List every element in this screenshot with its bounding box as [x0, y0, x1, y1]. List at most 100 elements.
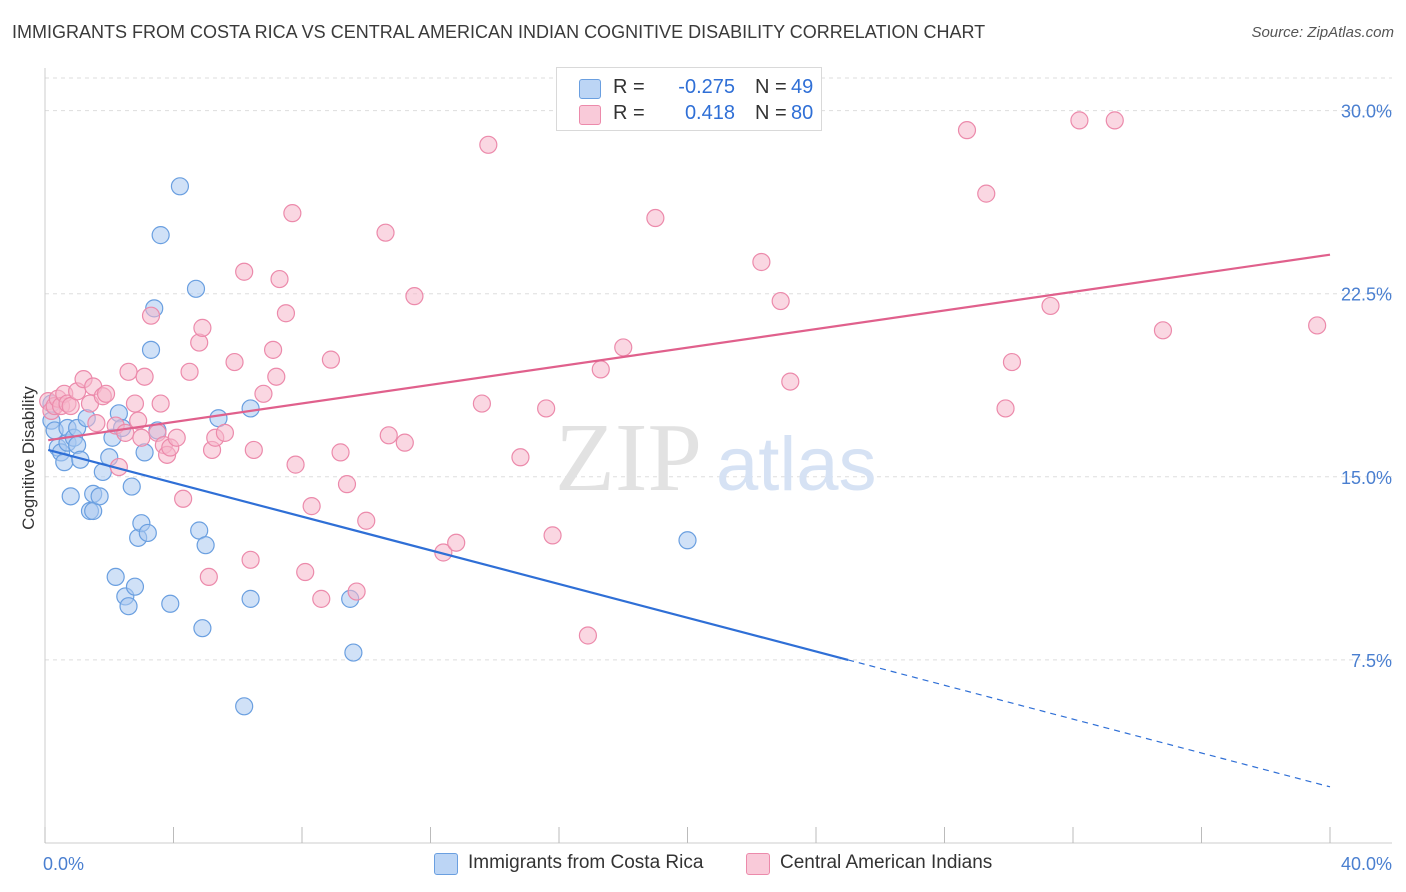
costa-rica-point — [161, 594, 180, 613]
r-value: 0.418 — [684, 102, 735, 124]
pink-swatch-icon — [579, 105, 601, 125]
costa-rica-point — [122, 477, 141, 496]
costa-rica-point — [151, 226, 170, 245]
central-american-indian-point — [174, 489, 193, 508]
central-american-indian-point — [578, 626, 598, 645]
central-american-indian-point — [331, 443, 350, 462]
trend-layer — [47, 253, 1331, 788]
costa-rica-point — [241, 399, 260, 418]
central-american-indian-point — [151, 394, 170, 413]
central-american-indian-point — [752, 252, 771, 272]
central-american-indian-point — [321, 350, 341, 369]
central-american-indian-point — [225, 352, 244, 372]
central-american-indian-point — [357, 511, 376, 530]
axes-layer — [44, 68, 1392, 844]
central-american-indian-point — [646, 208, 665, 228]
costa-rica-trend-line — [47, 448, 849, 661]
correlation-stats-box: R = -0.275 N = 49 R = 0.418 N = 80 — [556, 67, 822, 131]
central-american-indian-point — [996, 399, 1015, 418]
central-american-indian-point — [283, 204, 302, 223]
costa-rica-point — [125, 577, 145, 596]
costa-rica-point — [68, 435, 87, 455]
central-american-indian-point — [276, 304, 296, 323]
costa-rica-point — [106, 567, 125, 587]
costa-rica-point — [141, 340, 161, 359]
costa-rica-point — [193, 619, 212, 638]
central-american-indian-point — [479, 135, 498, 154]
central-american-indian-point — [129, 411, 148, 430]
n-value: 49 — [791, 76, 814, 98]
central-american-indian-point — [447, 533, 466, 552]
central-american-indian-point — [771, 291, 790, 311]
costa-rica-point — [119, 597, 138, 616]
central-american-indian-point — [263, 340, 283, 359]
costa-rica-point — [135, 443, 154, 462]
pink-swatch-icon — [746, 853, 770, 875]
central-american-indian-point — [379, 426, 398, 445]
y-tick-label: 15.0% — [1341, 468, 1392, 488]
costa-rica-point — [90, 487, 109, 506]
r-label: R = — [613, 102, 645, 124]
central-american-indian-point — [270, 269, 289, 289]
central-american-indian-point — [591, 360, 610, 379]
central-american-indian-point — [193, 318, 212, 337]
y-axis-title: Cognitive Disability — [19, 386, 38, 530]
central-american-indian-point — [119, 362, 138, 381]
central-american-indian-point — [472, 394, 491, 413]
central-american-indian-point — [241, 550, 260, 569]
n-label: N = — [755, 102, 787, 124]
central-american-indian-point — [395, 433, 414, 452]
costa-rica-point — [138, 523, 157, 543]
costa-rica-point — [186, 279, 206, 298]
r-label: R = — [613, 76, 645, 98]
central-american-indian-point — [1002, 352, 1022, 372]
central-american-indian-point — [96, 384, 116, 403]
points-layer — [39, 111, 1327, 716]
central-american-indian-point — [1153, 321, 1173, 340]
central-american-indian-point — [286, 455, 305, 474]
central-american-indian-point — [132, 428, 151, 447]
costa-rica-point — [678, 531, 697, 550]
costa-rica-point — [61, 487, 80, 506]
central-american-indian-point — [302, 497, 321, 516]
central-american-indian-point — [511, 448, 530, 467]
x-tick-label: 40.0% — [1341, 854, 1392, 874]
central-american-indian-point — [125, 394, 145, 413]
blue-swatch-icon — [434, 853, 458, 875]
central-american-indian-point — [296, 562, 315, 582]
central-american-indian-point — [167, 428, 186, 447]
watermark-zip: ZIP — [555, 404, 702, 512]
legend-label: Central American Indians — [780, 852, 993, 873]
central-american-indian-point — [190, 333, 209, 352]
legend-label: Immigrants from Costa Rica — [468, 852, 704, 873]
costa-rica-point — [344, 643, 363, 662]
central-american-indian-trend-line — [48, 253, 1331, 442]
x-tick-label: 0.0% — [43, 854, 84, 874]
central-american-indian-point — [312, 589, 331, 608]
n-value: 80 — [791, 102, 814, 124]
source-credit: Source: ZipAtlas.com — [1251, 24, 1394, 41]
central-american-indian-point — [215, 423, 234, 442]
central-american-indian-point — [244, 440, 263, 460]
costa-rica-point — [241, 589, 260, 608]
central-american-indian-point — [376, 223, 395, 242]
watermark-atlas: atlas — [716, 422, 877, 507]
costa-rica-point — [196, 536, 215, 555]
central-american-indian-point — [87, 414, 106, 433]
central-american-indian-point — [199, 567, 218, 587]
y-tick-label: 30.0% — [1341, 102, 1392, 122]
central-american-indian-point — [614, 338, 633, 357]
n-label: N = — [755, 76, 787, 98]
central-american-indian-point — [267, 367, 286, 386]
watermark: ZIP atlas — [555, 404, 877, 512]
blue-swatch-icon — [579, 79, 601, 99]
grid-layer — [45, 77, 1392, 661]
central-american-indian-point — [1308, 316, 1327, 335]
chart-title: IMMIGRANTS FROM COSTA RICA VS CENTRAL AM… — [12, 22, 986, 42]
central-american-indian-point — [180, 362, 199, 381]
central-american-indian-point — [1041, 296, 1060, 316]
r-value: -0.275 — [678, 76, 735, 98]
central-american-indian-point — [781, 372, 800, 391]
y-tick-label: 7.5% — [1351, 651, 1392, 671]
central-american-indian-point — [254, 384, 273, 403]
